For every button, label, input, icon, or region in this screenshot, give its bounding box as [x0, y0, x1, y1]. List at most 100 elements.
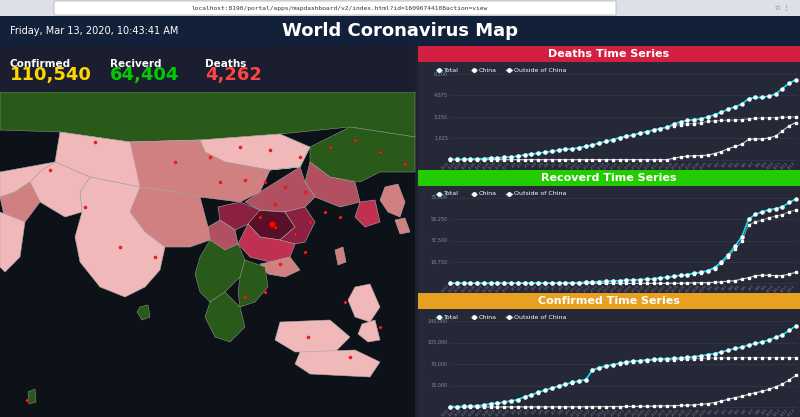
Text: 3/8: 3/8	[754, 161, 762, 168]
FancyBboxPatch shape	[0, 0, 800, 16]
Text: 2/27: 2/27	[685, 408, 694, 417]
Text: 2/16: 2/16	[610, 284, 620, 294]
Text: 2/2: 2/2	[517, 408, 525, 416]
Text: 3/2: 3/2	[714, 284, 722, 292]
Text: 1/24: 1/24	[454, 161, 463, 171]
Text: 2/9: 2/9	[564, 408, 572, 416]
Text: 2/13: 2/13	[590, 408, 599, 417]
Text: 110,540: 110,540	[10, 66, 92, 84]
PathPatch shape	[205, 292, 245, 342]
Text: 2/19: 2/19	[630, 284, 640, 294]
Text: 2/17: 2/17	[617, 408, 626, 417]
Text: Deaths Time Series: Deaths Time Series	[549, 49, 670, 59]
Text: 1/29: 1/29	[488, 284, 498, 294]
Text: 2/11: 2/11	[576, 408, 586, 417]
Text: 2/19: 2/19	[630, 408, 640, 417]
Text: 2/5: 2/5	[537, 161, 545, 168]
Text: 2/20: 2/20	[637, 284, 646, 294]
Text: 2/25: 2/25	[671, 284, 681, 294]
Text: 64,404: 64,404	[110, 66, 179, 84]
PathPatch shape	[30, 162, 90, 217]
Text: 3/9: 3/9	[761, 284, 769, 292]
Text: 2/28: 2/28	[691, 284, 701, 294]
Text: 1/23: 1/23	[447, 161, 457, 171]
Text: 6,500: 6,500	[434, 71, 448, 76]
PathPatch shape	[348, 284, 380, 322]
Text: 2/11: 2/11	[576, 161, 586, 171]
PathPatch shape	[28, 389, 36, 404]
Text: 1/22: 1/22	[440, 161, 450, 171]
Text: 3/12: 3/12	[779, 284, 790, 294]
Text: 2/19: 2/19	[630, 161, 640, 171]
Text: 3/7: 3/7	[747, 408, 755, 416]
Text: 2/3: 2/3	[524, 161, 531, 168]
Text: Total: Total	[444, 315, 459, 320]
Text: 2/25: 2/25	[671, 408, 681, 417]
PathPatch shape	[0, 92, 415, 142]
PathPatch shape	[280, 207, 315, 244]
Text: 3/1: 3/1	[707, 284, 714, 292]
FancyBboxPatch shape	[0, 92, 415, 417]
Text: 1/22: 1/22	[440, 284, 450, 294]
Text: 2/18: 2/18	[623, 408, 633, 417]
Text: 2/14: 2/14	[596, 284, 606, 294]
Text: 3/8: 3/8	[754, 284, 762, 292]
Text: 2/14: 2/14	[596, 161, 606, 171]
Text: 1/25: 1/25	[461, 161, 470, 171]
PathPatch shape	[0, 162, 55, 197]
PathPatch shape	[355, 200, 380, 227]
Text: 2/24: 2/24	[664, 161, 674, 171]
Text: 2/7: 2/7	[550, 408, 558, 416]
Text: 105,000: 105,000	[428, 340, 448, 345]
Text: 2/15: 2/15	[603, 161, 613, 171]
Text: 3,250: 3,250	[434, 114, 448, 119]
Text: 3/6: 3/6	[741, 284, 749, 292]
Text: 2/29: 2/29	[698, 408, 708, 417]
Text: 2/4: 2/4	[530, 284, 538, 292]
Text: 3/5: 3/5	[734, 284, 742, 292]
Text: 3/13: 3/13	[786, 284, 796, 294]
PathPatch shape	[395, 218, 410, 234]
Text: 1/26: 1/26	[467, 161, 477, 171]
Text: 3/1: 3/1	[707, 161, 714, 168]
FancyBboxPatch shape	[418, 46, 800, 62]
Text: 1/25: 1/25	[461, 408, 470, 417]
Text: 3/9: 3/9	[761, 161, 769, 168]
Text: 3/11: 3/11	[773, 161, 782, 171]
Text: 1/24: 1/24	[454, 408, 463, 417]
PathPatch shape	[200, 134, 310, 170]
Text: ✩ ⋮: ✩ ⋮	[775, 5, 790, 11]
Text: 2/24: 2/24	[664, 284, 674, 294]
Text: 4,875: 4,875	[434, 93, 448, 98]
Text: 3/10: 3/10	[766, 161, 776, 171]
PathPatch shape	[248, 210, 295, 240]
Text: 1,625: 1,625	[434, 136, 448, 141]
Text: 1/28: 1/28	[481, 284, 490, 294]
Text: 2/17: 2/17	[617, 161, 626, 171]
PathPatch shape	[0, 212, 25, 272]
Text: 2/3: 2/3	[524, 408, 531, 416]
Text: 3/2: 3/2	[714, 408, 722, 416]
Text: 2/9: 2/9	[564, 161, 572, 168]
Text: 3/3: 3/3	[720, 161, 728, 168]
PathPatch shape	[137, 305, 150, 320]
Text: China: China	[479, 68, 497, 73]
Text: 2/7: 2/7	[550, 161, 558, 168]
Text: 2/20: 2/20	[637, 161, 646, 171]
Text: 2/18: 2/18	[623, 161, 633, 171]
Text: 2/22: 2/22	[650, 284, 660, 294]
Text: 1/22: 1/22	[440, 408, 450, 417]
Text: 2/11: 2/11	[576, 284, 586, 294]
Text: 3/4: 3/4	[727, 161, 735, 168]
Text: 37,500: 37,500	[431, 238, 448, 243]
Text: 2/16: 2/16	[610, 408, 620, 417]
Text: 2/12: 2/12	[582, 408, 593, 417]
Text: 1/27: 1/27	[474, 161, 484, 171]
Text: 2/22: 2/22	[650, 161, 660, 171]
Text: 2/10: 2/10	[569, 408, 579, 417]
Text: 2/4: 2/4	[530, 161, 538, 168]
Text: 1/28: 1/28	[481, 161, 490, 171]
Text: 3/6: 3/6	[741, 161, 749, 168]
Text: 2/6: 2/6	[544, 284, 552, 292]
Text: 3/1: 3/1	[707, 408, 714, 416]
